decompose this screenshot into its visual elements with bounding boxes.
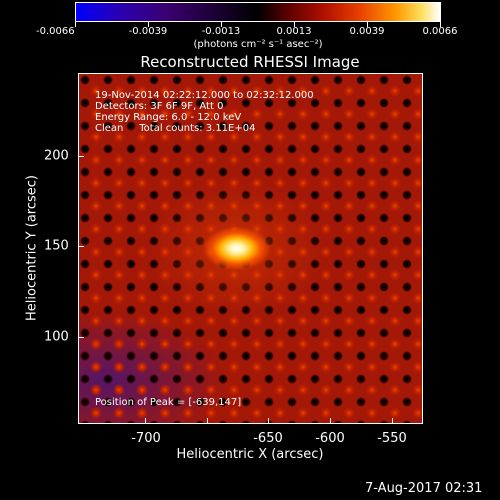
clean-counts: Clean Total counts: 3.11E+04	[95, 123, 256, 134]
colorbar-tick	[75, 22, 76, 27]
y-tick-label: 200	[44, 148, 69, 164]
colorbar-tick	[148, 22, 149, 27]
y-tick	[78, 156, 84, 157]
colorbar-tick	[294, 22, 295, 27]
colorbar-units: (photons cm⁻² s⁻¹ asec⁻²)	[193, 39, 323, 50]
energy-range: Energy Range: 6.0 - 12.0 keV	[95, 112, 242, 123]
footer-date: 7-Aug-2017 02:31	[365, 481, 483, 496]
colorbar-label: -0.0066	[36, 26, 75, 37]
colorbar-tick	[221, 22, 222, 27]
x-tick	[268, 418, 269, 424]
y-axis-title: Heliocentric Y (arcsec)	[24, 175, 40, 321]
x-tick	[145, 418, 146, 424]
x-tick-label: -700	[131, 431, 161, 446]
x-tick	[207, 418, 208, 424]
colorbar-label: 0.0066	[422, 26, 458, 37]
peak-position: Position of Peak = [-639,147]	[95, 397, 242, 408]
y-tick-label: 150	[44, 238, 69, 254]
x-tick-label: -650	[253, 431, 283, 446]
colorbar-label: 0.0039	[349, 26, 385, 37]
time-range: 19-Nov-2014 02:22:12.000 to 02:32:12.000	[95, 90, 314, 101]
colorbar-tick	[367, 22, 368, 27]
y-tick	[78, 337, 84, 338]
detectors-info: Detectors: 3F 6F 9F, Att 0	[95, 101, 224, 112]
colorbar-tick	[440, 22, 441, 27]
colorbar-label: -0.0039	[128, 26, 168, 37]
x-tick-label: -600	[315, 431, 345, 446]
image-title: Reconstructed RHESSI Image	[140, 53, 360, 71]
y-tick	[78, 246, 84, 247]
x-tick	[330, 418, 331, 424]
colorbar	[75, 2, 441, 22]
colorbar-label: -0.0013	[201, 26, 241, 37]
colorbar-label: 0.0013	[276, 26, 312, 37]
x-tick	[392, 418, 393, 424]
x-axis-title: Heliocentric X (arcsec)	[176, 447, 324, 462]
x-tick-label: -550	[377, 431, 407, 446]
rhessi-image	[78, 73, 423, 424]
y-tick-label: 100	[44, 329, 69, 345]
